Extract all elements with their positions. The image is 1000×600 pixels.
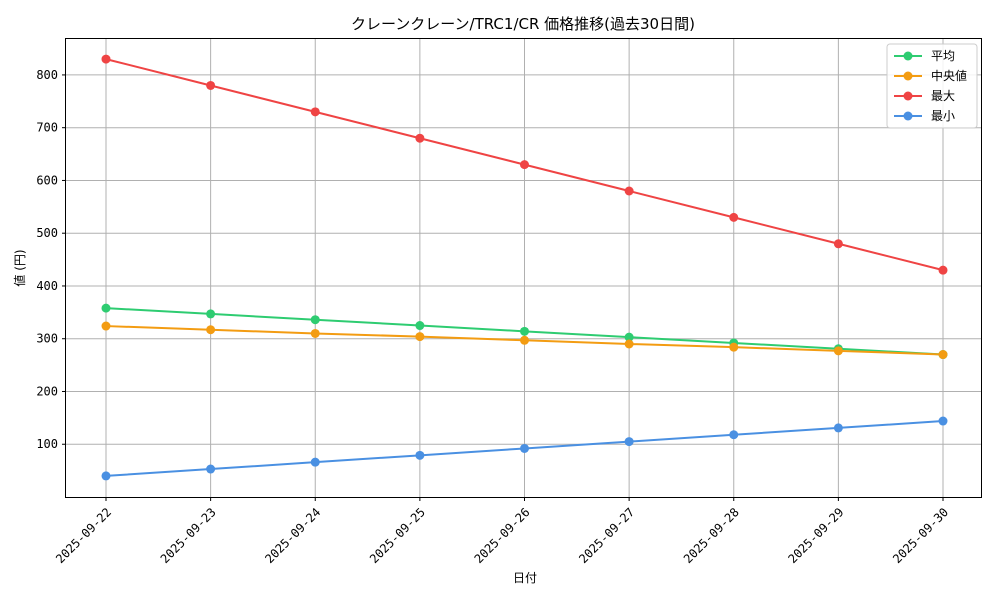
- data-point: [206, 325, 216, 335]
- data-point: [310, 457, 320, 467]
- y-axis: 100 200 300 400 500 600 700 800: [36, 68, 66, 451]
- series-2: [101, 54, 948, 275]
- legend-label: 最大: [931, 89, 955, 103]
- x-tick-label: 2025-09-24: [262, 505, 323, 566]
- data-point: [833, 346, 843, 356]
- y-tick-label: 400: [36, 279, 58, 293]
- data-point: [101, 471, 111, 481]
- data-point: [833, 423, 843, 433]
- data-point: [624, 332, 634, 342]
- x-tick-label: 2025-09-23: [158, 505, 219, 566]
- data-point: [833, 239, 843, 249]
- y-tick-label: 300: [36, 332, 58, 346]
- y-axis-label: 値 (円): [12, 249, 27, 286]
- data-point: [310, 328, 320, 338]
- data-point: [938, 416, 948, 426]
- data-point: [624, 186, 634, 196]
- data-point: [729, 430, 739, 440]
- data-point: [415, 450, 425, 460]
- data-point: [729, 342, 739, 352]
- x-tick-label: 2025-09-28: [681, 505, 742, 566]
- x-tick-label: 2025-09-29: [785, 505, 846, 566]
- series-3: [101, 416, 948, 481]
- legend-marker: [903, 111, 913, 121]
- legend-label: 最小: [931, 109, 955, 123]
- x-tick-label: 2025-09-22: [53, 505, 114, 566]
- y-tick-label: 500: [36, 226, 58, 240]
- series-layer: [101, 54, 948, 481]
- y-tick-label: 800: [36, 68, 58, 82]
- y-tick-label: 700: [36, 121, 58, 135]
- y-tick-label: 100: [36, 437, 58, 451]
- data-point: [310, 315, 320, 325]
- data-point: [310, 107, 320, 117]
- x-axis-label: 日付: [513, 571, 537, 585]
- plot-frame: [65, 38, 982, 498]
- data-point: [206, 80, 216, 90]
- data-point: [101, 54, 111, 64]
- data-point: [415, 321, 425, 331]
- data-point: [101, 303, 111, 313]
- data-point: [520, 326, 529, 336]
- data-point: [415, 332, 425, 342]
- data-point: [938, 265, 948, 275]
- data-point: [415, 133, 425, 143]
- data-point: [206, 309, 216, 319]
- legend-box: [886, 43, 978, 129]
- legend-marker: [903, 51, 913, 61]
- x-tick-label: 2025-09-26: [472, 505, 533, 566]
- data-point: [520, 335, 529, 345]
- data-point: [624, 437, 634, 447]
- chart-title: クレーンクレーン/TRC1/CR 価格推移(過去30日間): [351, 15, 695, 33]
- x-tick-label: 2025-09-30: [890, 505, 951, 566]
- legend-marker: [903, 91, 913, 101]
- data-point: [729, 212, 739, 222]
- data-point: [101, 321, 111, 331]
- data-point: [206, 464, 216, 474]
- y-tick-label: 600: [36, 173, 58, 187]
- data-point: [938, 350, 948, 360]
- x-tick-label: 2025-09-27: [576, 505, 637, 566]
- data-point: [520, 443, 529, 453]
- y-tick-label: 200: [36, 384, 58, 398]
- x-tick-label: 2025-09-25: [367, 505, 428, 566]
- series-0: [101, 303, 948, 360]
- series-1: [101, 321, 948, 360]
- legend-label: 中央値: [931, 68, 967, 83]
- x-axis: 2025-09-22 2025-09-23 2025-09-24 2025-09-25…: [53, 497, 951, 566]
- legend-marker: [903, 71, 913, 81]
- legend-label: 平均: [931, 49, 955, 63]
- data-point: [624, 339, 634, 349]
- data-point: [520, 160, 529, 170]
